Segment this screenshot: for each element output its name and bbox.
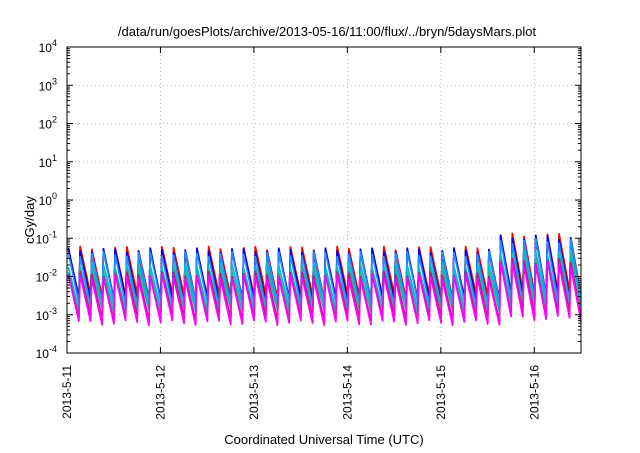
y-tick-exponent: 4 <box>52 38 57 48</box>
y-tick-exponent: -1 <box>49 229 57 239</box>
y-tick-label: 104 <box>39 38 57 55</box>
y-tick-exponent: 0 <box>52 191 57 201</box>
y-tick-exponent: 3 <box>52 76 57 86</box>
y-tick-base: 10 <box>39 79 53 93</box>
x-tick-label: 2013-5-12 <box>153 365 167 420</box>
y-tick-label: 10-4 <box>36 344 57 361</box>
y-tick-label: 10-3 <box>36 306 57 323</box>
y-tick-exponent: -4 <box>49 344 57 354</box>
chart-title: /data/run/goesPlots/archive/2013-05-16/1… <box>118 24 537 39</box>
y-tick-label: 10-1 <box>36 229 57 246</box>
y-tick-exponent: -3 <box>49 306 57 316</box>
x-tick-label: 2013-5-15 <box>434 365 448 420</box>
x-tick-label: 2013-5-13 <box>247 365 261 420</box>
y-tick-base: 10 <box>39 118 53 132</box>
y-tick-label: 101 <box>39 153 57 170</box>
series-group <box>67 232 582 327</box>
y-tick-base: 10 <box>36 271 50 285</box>
y-tick-base: 10 <box>39 41 53 55</box>
x-tick-label: 2013-5-16 <box>527 365 541 420</box>
y-tick-base: 10 <box>36 232 50 246</box>
y-tick-base: 10 <box>39 194 53 208</box>
y-tick-exponent: 2 <box>52 115 57 125</box>
x-tick-label: 2013-5-11 <box>60 365 74 419</box>
y-axis-label: cGy/day <box>22 196 37 244</box>
y-tick-label: 100 <box>39 191 57 208</box>
series-line <box>67 261 582 327</box>
y-tick-exponent: 1 <box>52 153 57 163</box>
y-tick-label: 10-2 <box>36 268 57 285</box>
y-tick-base: 10 <box>36 347 50 361</box>
y-tick-label: 102 <box>39 115 57 132</box>
y-tick-base: 10 <box>36 309 50 323</box>
x-axis-label: Coordinated Universal Time (UTC) <box>224 432 423 447</box>
y-tick-base: 10 <box>39 156 53 170</box>
y-tick-label: 103 <box>39 76 57 93</box>
y-tick-exponent: -2 <box>49 268 57 278</box>
x-axis-ticks: 2013-5-11 2013-5-12 2013-5-13 2013-5-14 2013… <box>60 47 541 420</box>
x-tick-label: 2013-5-14 <box>340 365 354 420</box>
